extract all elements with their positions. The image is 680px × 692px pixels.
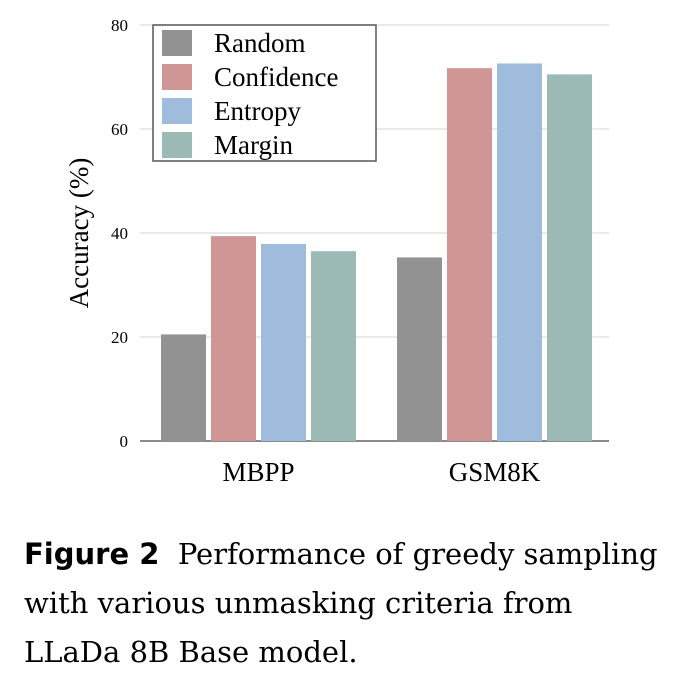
y-tick-label: 20 [111, 328, 128, 347]
figure-caption: Figure 2 Performance of greedy sampling … [24, 530, 664, 677]
bar-confidence-mbpp [211, 236, 256, 441]
y-tick-labels: 0 20 40 60 80 [111, 16, 128, 451]
legend-entry: Entropy [214, 96, 301, 126]
legend-entry: Confidence [214, 62, 338, 92]
legend-swatch [162, 64, 192, 90]
bar-random-gsm8k [397, 257, 442, 441]
bars [161, 63, 592, 442]
y-tick-label: 80 [111, 16, 128, 35]
figure-label: Figure 2 [24, 537, 160, 571]
bar-entropy-gsm8k [497, 63, 542, 441]
x-category-label: GSM8K [449, 457, 541, 487]
legend-entry: Random [214, 28, 306, 58]
bar-margin-mbpp [311, 251, 356, 441]
bar-confidence-gsm8k [447, 68, 492, 441]
legend: Random Confidence Entropy Margin [152, 24, 377, 162]
bar-chart: 0 20 40 60 80 MBPP GSM8K Accuracy (%) Random C… [64, 16, 609, 487]
y-tick-label: 60 [111, 120, 128, 139]
legend-entry: Margin [214, 130, 293, 160]
bar-entropy-mbpp [261, 243, 306, 441]
caption-text: Performance of greedy sampling with vari… [24, 537, 658, 669]
bar-random-mbpp [161, 334, 206, 441]
bar-margin-gsm8k [547, 74, 592, 442]
y-axis-label: Accuracy (%) [64, 158, 94, 309]
legend-swatch [162, 98, 192, 124]
legend-swatch [162, 30, 192, 56]
x-category-labels: MBPP GSM8K [222, 457, 540, 487]
y-tick-label: 40 [111, 224, 128, 243]
legend-swatch [162, 132, 192, 158]
x-category-label: MBPP [222, 457, 294, 487]
y-tick-label: 0 [120, 432, 129, 451]
